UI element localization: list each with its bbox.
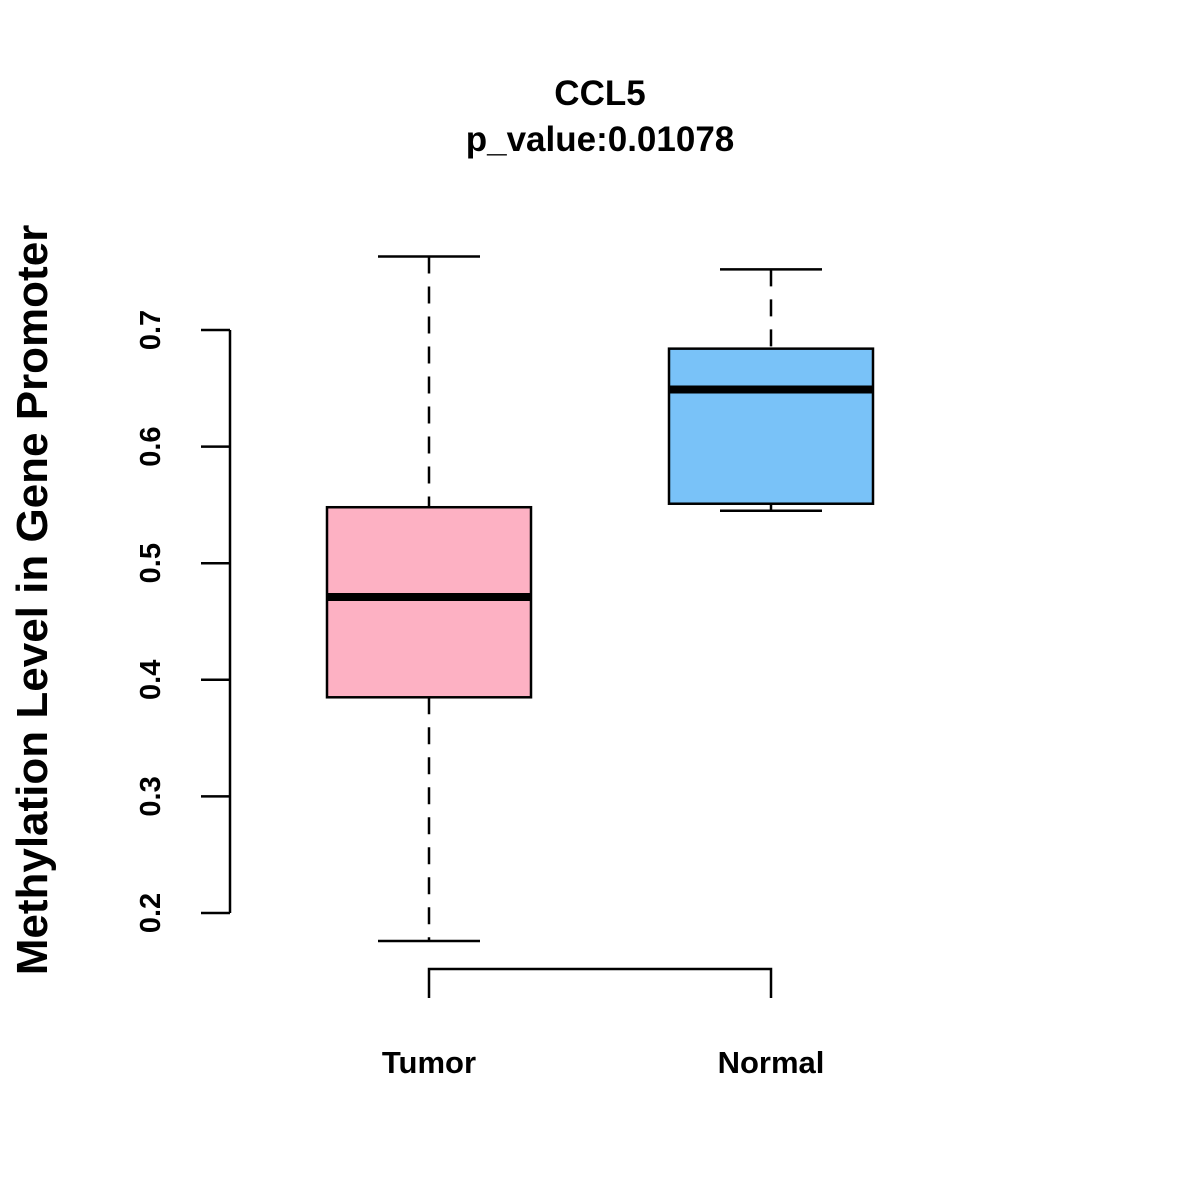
category-labels: Tumor Normal [382, 1045, 824, 1080]
tumor-box [325, 505, 533, 699]
bracket-line [427, 967, 773, 998]
category-label-normal: Normal [718, 1045, 825, 1080]
y-tick-label-0: 0.2 [135, 893, 167, 933]
y-tick-label-4: 0.6 [135, 426, 167, 466]
y-tick-label-3: 0.5 [135, 543, 167, 583]
chart-subtitle: p_value:0.01078 [466, 120, 735, 159]
y-tick-label-2: 0.4 [135, 660, 167, 700]
y-tick-label-1: 0.3 [135, 776, 167, 816]
normal-box [667, 347, 875, 505]
y-axis: 0.2 0.3 0.4 0.5 0.6 0.7 [135, 310, 232, 933]
chart-title: CCL5 [554, 74, 645, 113]
boxes [325, 255, 875, 943]
category-label-tumor: Tumor [382, 1045, 476, 1080]
y-tick-label-5: 0.7 [135, 310, 167, 350]
y-axis-label: Methylation Level in Gene Promoter [8, 225, 57, 976]
comparison-bracket [427, 967, 773, 998]
